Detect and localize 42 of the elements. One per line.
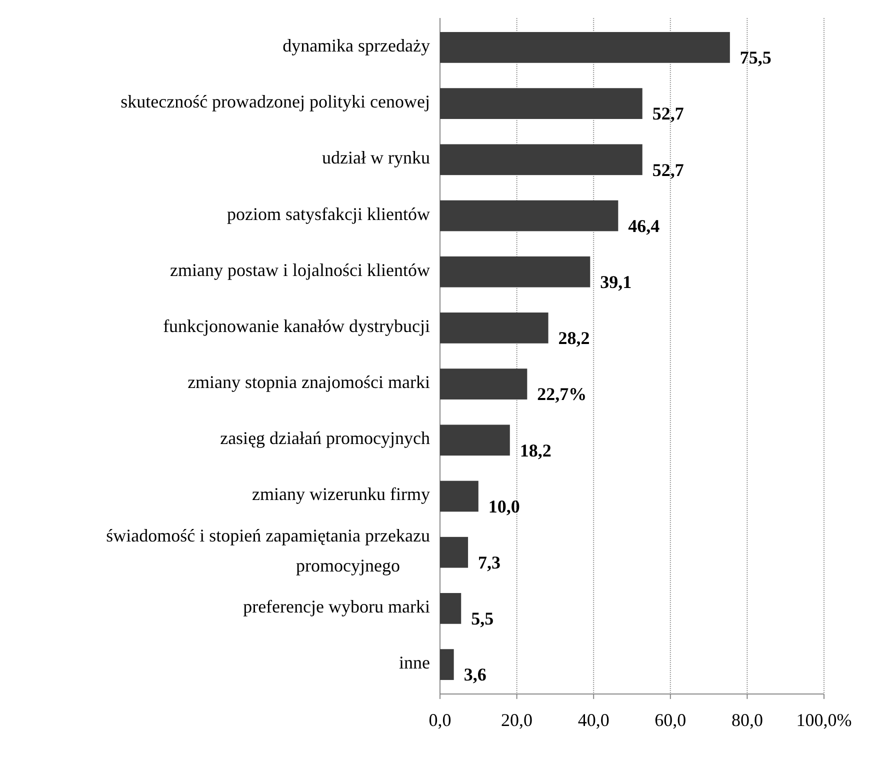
y-tick-label: preferencje wyboru marki (243, 596, 430, 617)
data-label: 28,2 (558, 328, 590, 348)
data-label: 3,6 (464, 664, 486, 685)
bar (440, 649, 454, 680)
y-tick-label: skuteczność prowadzonej polityki cenowej (120, 92, 430, 112)
bar (440, 256, 590, 288)
data-label: 5,5 (471, 608, 494, 629)
data-label: 7,3 (478, 552, 501, 572)
x-tick-label: 100,0% (796, 710, 852, 730)
data-label: 10,0 (488, 496, 520, 516)
data-label: 52,7 (652, 104, 684, 124)
bar (440, 593, 462, 624)
x-tick-label: 80,0 (731, 710, 763, 730)
data-label: 18,2 (520, 440, 552, 460)
data-label: 52,7 (652, 160, 684, 180)
y-tick-label: zasięg działań promocyjnych (220, 428, 430, 448)
y-tick-label: zmiany wizerunku firmy (252, 484, 430, 504)
data-label: 22,7% (537, 384, 587, 404)
bar (440, 144, 642, 176)
data-label: 39,1 (600, 272, 632, 292)
bar (440, 368, 528, 400)
y-tick-label: zmiany stopnia znajomości marki (188, 372, 430, 392)
x-tick-label: 40,0 (578, 710, 610, 730)
y-tick-label: dynamika sprzedaży (282, 36, 430, 56)
data-label: 46,4 (628, 216, 660, 236)
y-tick-label: udział w rynku (322, 148, 430, 168)
x-tick-label: 0,0 (428, 710, 452, 730)
y-tick-label: zmiany postaw i lojalności klientów (170, 260, 430, 280)
x-tick-label: 20,0 (501, 710, 533, 730)
bar (440, 536, 468, 568)
bar (440, 480, 478, 512)
y-tick-label: inne (399, 652, 430, 673)
y-tick-label: świadomość i stopień zapamiętania przekazu promocyjnego (106, 525, 430, 576)
y-tick-label: poziom satysfakcji klientów (227, 204, 430, 224)
bar (440, 424, 510, 456)
bar (440, 200, 618, 232)
bar (440, 88, 642, 119)
data-label: 75,5 (740, 48, 772, 68)
y-tick-label: funkcjonowanie kanałów dystrybucji (163, 316, 430, 336)
bar (440, 32, 730, 63)
bar (440, 312, 548, 344)
x-tick-label: 60,0 (654, 710, 686, 730)
